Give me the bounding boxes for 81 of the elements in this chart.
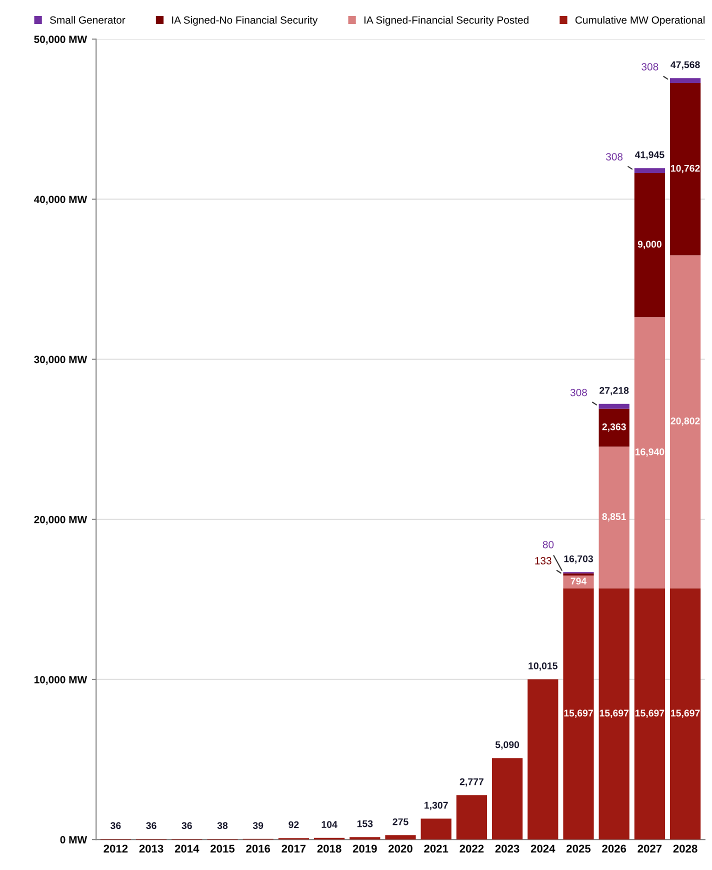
bar [670, 78, 701, 83]
bar [598, 588, 630, 840]
bar [350, 837, 380, 840]
total-label: 47,568 [670, 61, 700, 70]
data-label: 10,762 [671, 164, 700, 174]
data-label: 20,802 [670, 418, 700, 426]
bar [634, 168, 666, 174]
total-label: 2,777 [460, 778, 484, 787]
total-label: 36 [146, 822, 156, 830]
total-label: 5,090 [495, 741, 520, 750]
y-tick-label: 10,000 MW [34, 676, 88, 685]
x-tick-label: 2026 [602, 844, 626, 853]
y-tick-label: 50,000 MW [34, 36, 88, 45]
x-tick-label: 2014 [174, 844, 200, 853]
x-tick-label: 2020 [388, 844, 412, 853]
x-tick-label: 2017 [282, 844, 306, 853]
data-label: 9,000 [638, 240, 662, 250]
legend-label: IA Signed-Financial Security Posted [364, 16, 528, 26]
x-tick-label: 2023 [495, 844, 520, 853]
data-label: 133 [535, 557, 552, 564]
bar [563, 573, 594, 576]
bar [563, 588, 594, 840]
x-tick-label: 2019 [352, 844, 377, 853]
total-label: 36 [182, 822, 192, 830]
total-label: 16,703 [564, 555, 594, 564]
x-tick-label: 2022 [460, 844, 484, 853]
bar [492, 758, 523, 840]
total-label: 92 [288, 821, 299, 828]
data-label: 15,697 [564, 710, 593, 718]
bar [385, 835, 416, 840]
total-label: 41,945 [634, 151, 664, 160]
bar [456, 795, 488, 840]
bar [598, 446, 630, 588]
data-label: 8,851 [602, 513, 626, 522]
data-label: 308 [570, 388, 587, 396]
bar [670, 82, 701, 256]
x-tick-label: 2024 [530, 844, 556, 853]
data-label: 2,363 [602, 423, 626, 432]
bar [670, 588, 701, 840]
legend-label: IA Signed-No Financial Security [172, 16, 318, 26]
data-label: 15,697 [600, 710, 629, 718]
x-tick-label: 2021 [424, 844, 448, 853]
total-label: 153 [357, 820, 373, 828]
data-label: 16,940 [635, 448, 664, 457]
total-label: 1,307 [424, 802, 448, 810]
data-label: 15,697 [635, 710, 664, 718]
total-label: 38 [217, 822, 228, 830]
total-label: 39 [252, 822, 264, 830]
x-tick-label: 2016 [246, 844, 270, 853]
data-label: 308 [606, 153, 623, 160]
bar [634, 317, 666, 588]
bar [598, 404, 630, 409]
x-tick-label: 2015 [210, 844, 235, 853]
y-tick-label: 40,000 MW [34, 196, 88, 205]
bar [598, 408, 630, 447]
bar [634, 588, 666, 840]
x-tick-label: 2025 [566, 844, 591, 853]
data-label: 794 [570, 578, 587, 585]
legend-label: Small Generator [50, 16, 126, 24]
data-label: 308 [642, 63, 658, 70]
x-tick-label: 2012 [104, 844, 128, 853]
total-label: 275 [392, 818, 408, 826]
y-tick-label: 20,000 MW [34, 516, 88, 525]
bar [563, 576, 594, 588]
total-label: 36 [110, 822, 121, 830]
bar [634, 173, 666, 318]
legend-label: Cumulative MW Operational [575, 16, 704, 26]
bar [528, 679, 558, 840]
y-tick-label: 30,000 MW [34, 356, 88, 365]
data-label: 80 [542, 540, 554, 548]
x-tick-label: 2028 [673, 844, 698, 853]
x-tick-label: 2018 [317, 844, 342, 853]
x-tick-label: 2013 [139, 844, 164, 853]
y-tick-label: 0 MW [60, 836, 88, 844]
total-label: 104 [322, 821, 338, 828]
x-tick-label: 2027 [638, 844, 662, 853]
bar [670, 255, 701, 588]
data-label: 15,697 [671, 710, 700, 718]
total-label: 10,015 [528, 662, 558, 671]
bar [420, 818, 452, 840]
total-label: 27,218 [600, 387, 629, 396]
